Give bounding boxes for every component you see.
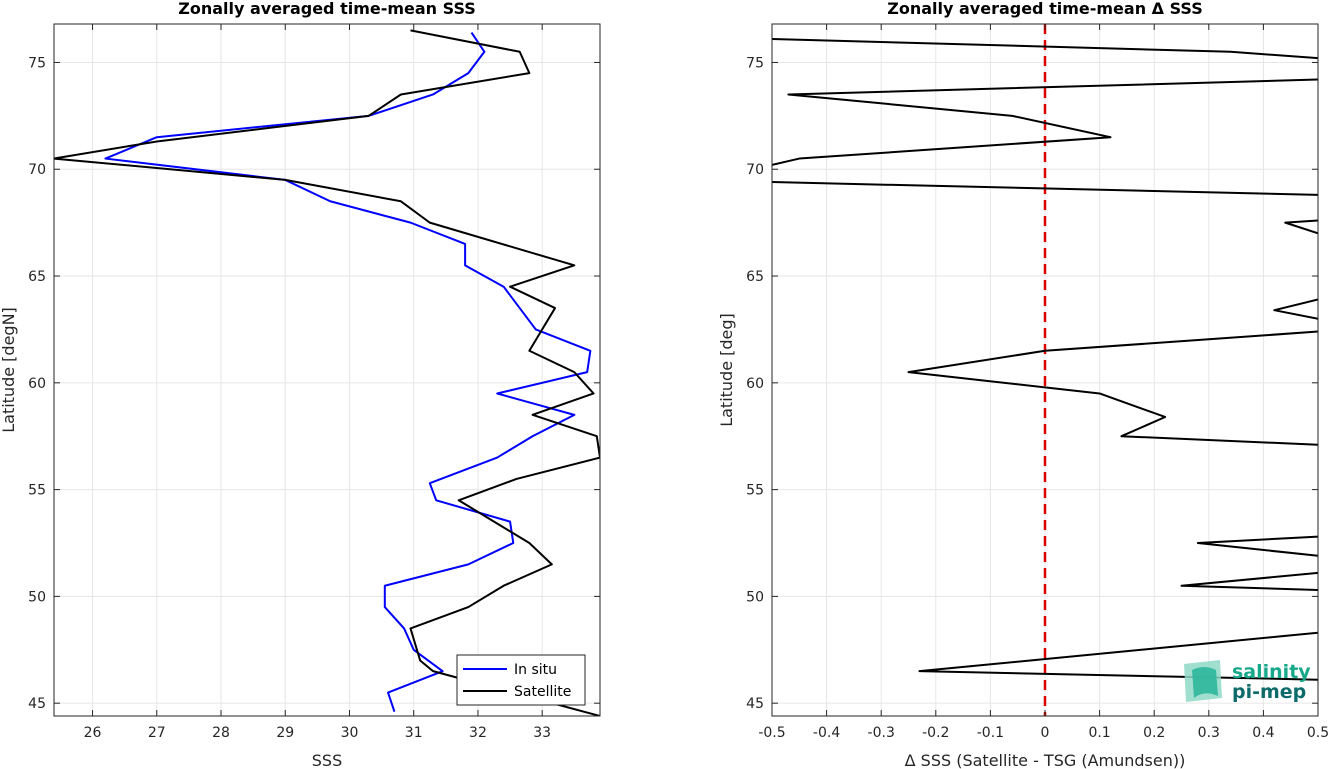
right-y-axis-label: Latitude [deg] bbox=[717, 313, 736, 427]
y-tick-label: 70 bbox=[28, 162, 46, 178]
x-tick-label: -0.5 bbox=[758, 725, 785, 741]
left-x-axis-label: SSS bbox=[312, 751, 342, 769]
x-tick-label: 0.4 bbox=[1252, 725, 1274, 741]
x-tick-label: 32 bbox=[469, 725, 487, 741]
left-chart-title: Zonally averaged time-mean SSS bbox=[178, 0, 476, 18]
y-tick-label: 45 bbox=[28, 696, 46, 712]
right-ticks: -0.5 -0.4 -0.3 -0.2 -0.1 0 0.1 0.2 0.3 0.4 0.5 45 50… bbox=[746, 24, 1329, 741]
delta-sss-line-segment bbox=[1180, 571, 1318, 591]
x-tick-label: 27 bbox=[148, 725, 166, 741]
left-grid bbox=[54, 24, 600, 716]
y-tick-label: 65 bbox=[746, 269, 764, 285]
x-tick-label: 0.5 bbox=[1307, 725, 1329, 741]
logo-wave-icon-front bbox=[1192, 667, 1218, 698]
delta-sss-line-segment bbox=[1284, 219, 1318, 235]
right-x-axis-label: Δ SSS (Satellite - TSG (Amundsen)) bbox=[905, 751, 1186, 769]
right-chart-title: Zonally averaged time-mean Δ SSS bbox=[887, 0, 1203, 18]
series-line-in-situ bbox=[104, 31, 592, 713]
y-tick-label: 75 bbox=[28, 55, 46, 71]
logo-text-salinity: salinity bbox=[1232, 661, 1311, 683]
x-tick-label: 0.3 bbox=[1198, 725, 1220, 741]
x-tick-label: 26 bbox=[84, 725, 102, 741]
x-tick-label: 28 bbox=[212, 725, 230, 741]
delta-sss-line-segment bbox=[1196, 535, 1318, 557]
left-y-axis-label: Latitude [degN] bbox=[0, 307, 18, 433]
legend-label-satellite: Satellite bbox=[514, 684, 571, 700]
x-tick-label: 0.2 bbox=[1143, 725, 1165, 741]
x-tick-label: 29 bbox=[276, 725, 294, 741]
legend-label-in-situ: In situ bbox=[514, 662, 557, 678]
salinity-pi-mep-logo: salinity pi-mep bbox=[1184, 660, 1311, 703]
right-panel: -0.5 -0.4 -0.3 -0.2 -0.1 0 0.1 0.2 0.3 0.4 0.5 45 50… bbox=[717, 0, 1329, 769]
legend: In situ Satellite bbox=[456, 654, 586, 706]
y-tick-label: 50 bbox=[28, 589, 46, 605]
x-tick-label: -0.3 bbox=[868, 725, 895, 741]
y-tick-label: 60 bbox=[28, 376, 46, 392]
series-line-satellite bbox=[54, 29, 600, 716]
x-tick-label: 30 bbox=[341, 725, 359, 741]
x-tick-label: 0.1 bbox=[1088, 725, 1110, 741]
y-tick-label: 65 bbox=[28, 269, 46, 285]
x-tick-label: -0.2 bbox=[922, 725, 949, 741]
y-tick-label: 70 bbox=[746, 162, 764, 178]
y-tick-label: 55 bbox=[746, 483, 764, 499]
legend-box bbox=[456, 654, 586, 706]
y-tick-label: 50 bbox=[746, 589, 764, 605]
delta-sss-line-segment bbox=[907, 330, 1318, 446]
x-tick-label: 31 bbox=[405, 725, 423, 741]
x-tick-label: -0.4 bbox=[813, 725, 840, 741]
left-series bbox=[54, 29, 600, 716]
x-tick-label: 0 bbox=[1041, 725, 1050, 741]
x-tick-label: -0.1 bbox=[977, 725, 1004, 741]
logo-text-pi-mep: pi-mep bbox=[1232, 681, 1306, 703]
y-tick-label: 75 bbox=[746, 55, 764, 71]
delta-sss-line-segment bbox=[772, 37, 1318, 60]
delta-sss-line-segment bbox=[1273, 298, 1318, 320]
y-tick-label: 45 bbox=[746, 696, 764, 712]
y-tick-label: 60 bbox=[746, 376, 764, 392]
delta-sss-line-segment bbox=[772, 78, 1318, 166]
left-panel: 26 27 28 29 30 31 32 33 45 50 55 60 65 70 75 Zonally a… bbox=[0, 0, 601, 769]
delta-sss-line-segment bbox=[772, 181, 1318, 196]
x-tick-label: 33 bbox=[533, 725, 551, 741]
left-ticks: 26 27 28 29 30 31 32 33 45 50 55 60 65 70 75 bbox=[28, 24, 600, 741]
left-axes-frame bbox=[53, 23, 601, 717]
y-tick-label: 55 bbox=[28, 483, 46, 499]
